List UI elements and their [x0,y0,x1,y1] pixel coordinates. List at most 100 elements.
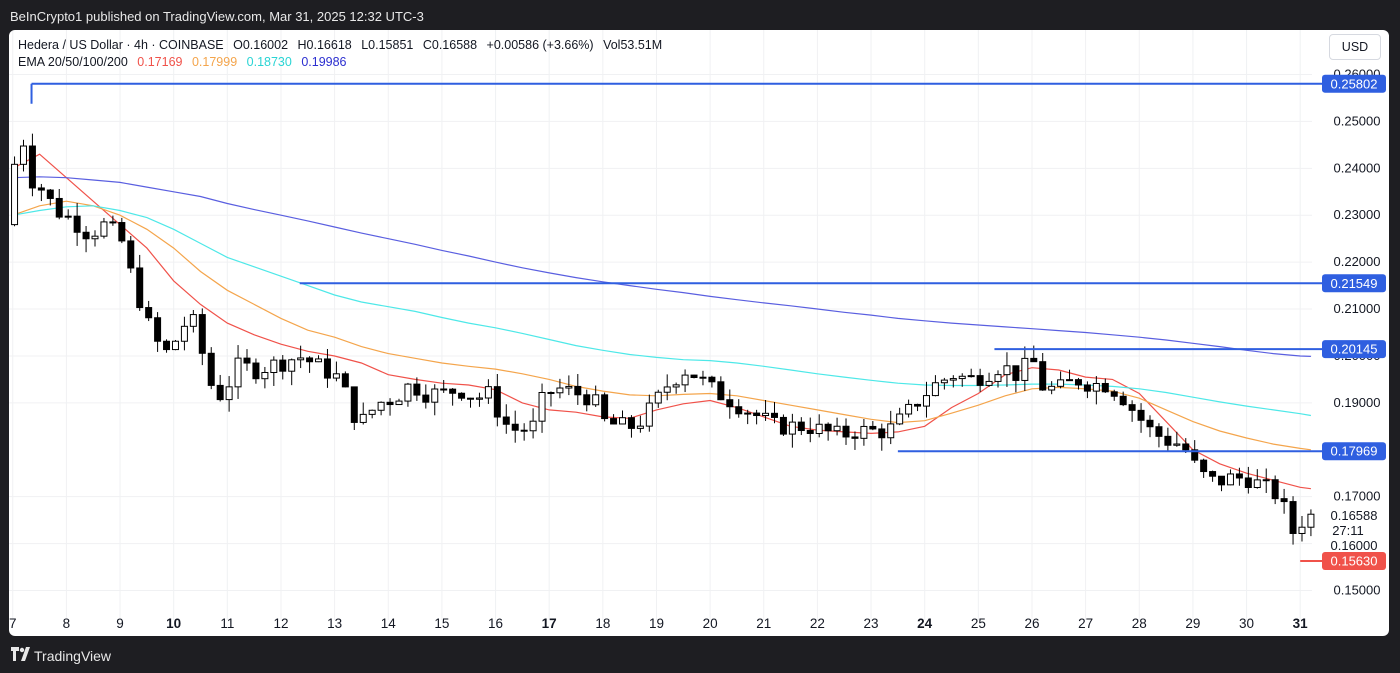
candle-down [583,394,591,406]
candle-up [404,383,412,402]
candle-up [332,373,340,379]
symbol-name[interactable]: Hedera / US Dollar · 4h · COINBASE [18,38,224,52]
price-axis[interactable]: 0.260000.250000.240000.230000.220000.210… [1322,67,1386,598]
time-tick: 22 [810,616,825,631]
candle-down [914,403,922,407]
candle-up [431,388,439,403]
chart-panel[interactable]: 0.26000 0.25000 0.24000 0.23000 0.22000 0.210… [9,30,1389,636]
candle-up [100,221,108,237]
candle-up [681,374,689,386]
close-value: C0.16588 [422,38,478,52]
candle-up [1048,385,1056,391]
candle-down [449,388,457,394]
candle-up [994,374,1002,382]
price-tick: 0.19000 [1334,395,1381,410]
currency-button[interactable]: USD [1329,34,1381,60]
candle-down [55,197,63,218]
candle-down [422,394,430,403]
level-label-bg [1322,340,1386,359]
price-tick: 0.24000 [1334,160,1381,175]
candle-down [574,385,582,396]
candle-up [645,402,653,427]
candle-up [261,372,269,380]
candle-down [198,314,206,354]
ema-lines [12,153,1311,490]
high-value: H0.16618 [297,38,352,52]
candle-down [851,436,859,439]
low-marker-label-bg [1322,551,1386,570]
price-tick: 0.23000 [1334,207,1381,222]
level-label-bg [1322,74,1386,93]
candle-up [931,382,939,397]
ema20-value: 0.17169 [137,55,183,69]
candle-up [565,385,573,389]
low-marker-label: 0.15630 [1331,553,1378,568]
horizontal-levels[interactable] [30,82,1322,562]
candle-up [1307,513,1315,528]
ema200-value: 0.19986 [301,55,347,69]
time-axis[interactable]: 7 8 9 10 11 12 13 14 15 16 17 18 19 20 21 22 23 24 25 26 27 2… [9,616,1308,631]
candle-up [1298,526,1306,534]
candle-down [708,376,716,383]
candle-down [1289,501,1297,534]
time-tick: 20 [703,616,718,631]
candle-up [1092,382,1100,392]
candle-down [493,386,501,418]
time-tick: 28 [1132,616,1147,631]
candle-down [413,383,421,396]
candle-down [842,425,850,438]
candle-down [323,358,331,379]
candle-down [46,189,54,199]
candle-up [1057,379,1065,387]
candle-down [1083,384,1091,392]
level-label-bg [1322,442,1386,461]
candle-up [887,423,895,439]
candle-up [833,425,841,432]
time-tick: 13 [327,616,342,631]
price-chart[interactable]: 0.260000.250000.240000.230000.220000.210… [9,30,1389,636]
candle-up [788,421,796,435]
bar-countdown: 27:11 [1332,523,1364,538]
candle-up [744,412,752,415]
candle-down [458,392,466,399]
time-tick: 10 [166,616,181,631]
candle-down [770,412,778,418]
candle-down [753,412,761,417]
level-label-bg [1322,274,1386,293]
candle-up [815,423,823,434]
candle-up [288,359,296,372]
candle-down [1164,435,1172,446]
time-tick: 19 [649,616,664,631]
time-tick: 7 [9,616,17,631]
legend-ema: EMA 20/50/100/200 0.17169 0.17999 0.1873… [18,55,353,69]
low-value: L0.15851 [361,38,414,52]
candle-down [386,401,394,406]
candle-down [1271,479,1279,500]
tradingview-brand[interactable]: TradingView [34,648,112,664]
candle-up [1226,473,1234,486]
candle-down [726,399,734,408]
candle-up [484,386,492,399]
price-tick: 0.15000 [1334,583,1381,598]
candle-up [556,387,564,394]
candle-down [1074,379,1082,386]
candle-down [547,391,555,394]
ema-label[interactable]: EMA 20/50/100/200 [18,55,128,69]
time-tick: 8 [63,616,71,631]
candle-up [958,375,966,380]
candle-down [145,307,153,319]
candle-down [601,394,609,420]
tradingview-logo-icon[interactable] [11,647,33,661]
candle-down [824,423,832,432]
time-tick: 9 [116,616,124,631]
candle-up [1253,479,1261,489]
candle-down [154,317,162,342]
candle-down [73,215,81,233]
candle-down [1200,459,1208,473]
candle-up [11,163,19,226]
candle-up [1066,379,1074,382]
candle-up [949,378,957,381]
candle-down [306,357,314,363]
candle-down [341,373,349,388]
candles [11,133,1315,545]
